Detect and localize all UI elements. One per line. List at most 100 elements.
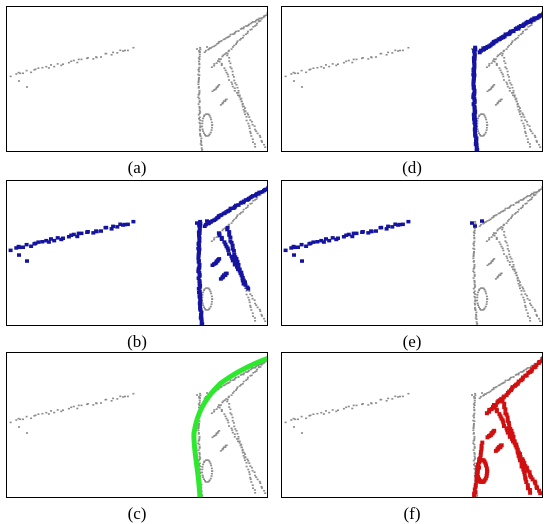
base-point — [519, 207, 522, 210]
highlight-point — [197, 289, 202, 294]
highlight-point — [8, 248, 13, 253]
highlight-point — [198, 298, 203, 302]
base-point — [226, 54, 229, 57]
curb-point — [494, 38, 499, 43]
edge-point — [512, 439, 517, 444]
highlight-point — [227, 252, 231, 256]
base-point — [511, 40, 514, 42]
left-point — [311, 240, 316, 244]
base-point — [525, 120, 528, 123]
base-point — [473, 455, 476, 457]
base-point — [485, 121, 488, 124]
panel-b-frame — [6, 180, 268, 326]
base-point — [222, 446, 225, 448]
base-point — [230, 222, 233, 224]
base-point — [201, 296, 204, 299]
highlight-point — [227, 208, 232, 212]
base-point — [110, 54, 113, 56]
highlight-curb-points-blue — [471, 11, 542, 151]
base-point — [328, 65, 331, 68]
base-point — [202, 463, 205, 466]
base-point — [210, 292, 213, 295]
base-point — [234, 82, 237, 84]
base-point — [483, 307, 486, 310]
base-point — [490, 62, 493, 64]
base-point — [235, 41, 238, 44]
highlight-point — [234, 257, 239, 261]
base-point — [527, 26, 530, 28]
base-point — [233, 79, 236, 82]
base-point — [506, 74, 509, 76]
base-point — [209, 305, 212, 308]
left-point — [354, 231, 359, 236]
base-point — [243, 111, 246, 113]
base-point — [198, 121, 201, 124]
base-point — [219, 386, 222, 389]
base-point — [478, 306, 480, 308]
base-point — [210, 126, 213, 129]
edge-point — [518, 458, 522, 463]
base-point — [503, 231, 506, 233]
highlight-point — [40, 240, 45, 244]
base-point — [196, 48, 198, 50]
base-point — [290, 419, 293, 421]
base-point — [305, 71, 308, 74]
base-point — [394, 49, 397, 52]
base-point — [199, 126, 202, 128]
base-point — [522, 198, 525, 201]
base-point — [493, 58, 496, 61]
base-point — [210, 472, 213, 475]
edge-point — [540, 357, 542, 361]
base-point — [490, 236, 493, 238]
base-point — [254, 146, 257, 148]
base-point — [472, 254, 475, 256]
base-point — [247, 468, 250, 471]
base-point — [472, 261, 475, 263]
base-point — [256, 306, 259, 309]
base-point — [482, 134, 485, 137]
highlight-point — [109, 227, 114, 231]
highlight-left-points-blue — [283, 219, 484, 263]
base-point — [210, 464, 213, 467]
base-point — [200, 150, 203, 151]
panel-b-caption: (b) — [127, 332, 147, 351]
base-point — [485, 240, 488, 242]
base-point — [473, 416, 476, 419]
base-point — [512, 94, 514, 97]
base-point — [207, 113, 210, 116]
panel-f-caption: (f) — [403, 504, 421, 523]
base-point — [196, 394, 198, 396]
base-point — [198, 89, 201, 92]
base-point — [517, 283, 520, 285]
base-point — [532, 194, 535, 197]
base-point — [250, 135, 253, 137]
base-point — [474, 299, 477, 301]
base-point — [247, 24, 250, 27]
base-point — [211, 470, 213, 472]
base-point — [237, 376, 240, 378]
base-point — [236, 438, 238, 440]
base-point — [245, 465, 248, 468]
base-point — [203, 289, 205, 292]
base-point — [262, 16, 265, 18]
base-point — [473, 263, 476, 266]
base-point — [312, 413, 315, 415]
base-point — [221, 55, 224, 58]
highlight-point — [234, 203, 238, 208]
base-point — [202, 117, 205, 120]
base-point — [516, 211, 519, 213]
base-point — [472, 426, 475, 428]
base-point — [198, 74, 201, 76]
base-point — [485, 295, 488, 298]
base-point — [471, 394, 473, 396]
base-point — [219, 450, 222, 452]
base-point — [198, 51, 201, 54]
base-point — [529, 199, 532, 201]
base-point — [525, 294, 528, 297]
base-point — [473, 279, 476, 282]
base-point — [523, 301, 526, 304]
base-point — [512, 268, 514, 271]
edge-point — [473, 482, 478, 487]
base-point — [537, 190, 540, 192]
highlight-point — [197, 273, 202, 277]
